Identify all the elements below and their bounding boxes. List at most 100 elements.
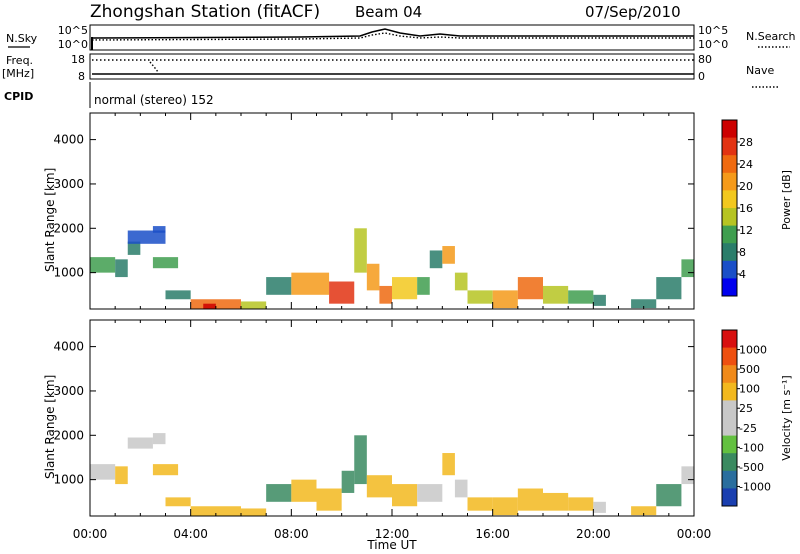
power-cell-26 [593,294,606,306]
freq-tick-top: 18 [71,53,85,66]
power-colorbar-label: Power [dB] [780,170,793,230]
power-cell-21 [467,290,493,304]
velocity-cell-16 [442,453,455,476]
velocity-colorbar-label: Velocity [m s⁻¹] [780,375,793,460]
velocity-colorbar-tick-label-1: 500 [739,363,760,376]
power-cell-12 [329,281,355,304]
velocity-cell-19 [492,497,518,516]
power-cell-10 [266,277,292,295]
power-cell-16 [392,277,418,300]
velocity-cell-12 [354,435,367,485]
velocity-ytick-label-3: 4000 [53,340,84,354]
velocity-colorbar-swatch-6 [722,435,737,454]
power-colorbar-swatch-0 [722,120,737,139]
cpid-label: CPID [4,90,33,103]
power-ytick-label-1: 2000 [53,221,84,235]
power-ylabel: Slant Range [km] [43,168,57,272]
power-colorbar-swatch-4 [722,190,737,209]
power-cell-8 [203,303,216,309]
velocity-cell-20 [517,488,543,511]
velocity-colorbar-tick-label-3: 25 [739,402,753,415]
velocity-cell-15 [417,484,443,502]
power-cell-14 [366,263,380,291]
nsky-tick-top: 10^5 [58,24,88,37]
power-colorbar-swatch-8 [722,260,737,279]
power-cell-9 [241,301,267,309]
velocity-colorbar-swatch-7 [722,453,737,472]
power-cell-6 [165,290,191,300]
power-ytick-label-0: 1000 [53,266,84,280]
power-cell-28 [656,277,682,300]
power-colorbar-tick-label-2: 20 [739,180,753,193]
velocity-cell-9 [291,479,317,502]
velocity-cell-5 [165,497,191,507]
power-cell-5 [152,257,179,269]
date-label: 07/Sep/2010 [585,3,681,21]
velocity-colorbar-swatch-1 [722,347,737,366]
velocity-cell-11 [341,470,355,493]
power-cell-24 [543,285,569,304]
power-cell-2 [127,241,141,255]
power-colorbar-swatch-3 [722,172,737,191]
time-axis-label: Time UT [366,538,417,552]
velocity-ylabel: Slant Range [km] [43,375,57,479]
velocity-cell-8 [266,484,292,502]
velocity-colorbar-tick-label-2: 100 [739,383,760,396]
power-colorbar-tick-label-4: 12 [739,224,753,237]
velocity-cell-18 [467,497,493,511]
velocity-colorbar-swatch-9 [722,488,737,507]
cpid-text: normal (stereo) 152 [94,93,214,107]
power-cell-22 [492,290,518,309]
power-cell-29 [681,259,694,278]
nave-dropout [149,61,159,73]
time-tick-label-3: 12:00 [375,527,410,541]
velocity-panel: 1000 2000 3000 4000 00:00 04:00 08:00 12:00 16:0… [43,319,711,552]
power-colorbar-swatch-1 [722,137,737,156]
nsearch-tick-top: 10^5 [698,24,728,37]
power-colorbar-tick-label-1: 24 [739,158,753,171]
power-cell-20 [454,272,468,291]
velocity-colorbar-tick-label-5: -100 [739,441,764,454]
power-cell-23 [517,277,543,300]
velocity-colorbar-tick-label-4: -25 [739,422,757,435]
power-colorbar-swatch-6 [722,225,737,244]
power-colorbar-tick-label-6: 4 [739,268,746,281]
power-colorbar-tick-label-0: 28 [739,136,753,149]
power-ytick-label-3: 4000 [53,133,84,147]
velocity-cell-3 [152,433,166,445]
power-cell-17 [417,277,430,295]
velocity-cell-4 [152,464,179,476]
nave-tick-top: 80 [698,53,712,66]
power-colorbar-tick-label-3: 16 [739,202,753,215]
nsky-trace [91,28,694,39]
velocity-colorbar-swatch-4 [722,400,737,419]
freq-unit: [MHz] [2,67,34,80]
power-cell-18 [429,250,443,269]
power-cells [90,226,694,309]
time-tick-label-1: 04:00 [173,527,208,541]
power-colorbar-swatch-9 [722,278,737,297]
power-ticks: 1000 2000 3000 4000 [53,113,695,309]
velocity-cell-1 [115,466,128,485]
power-cell-4 [152,226,166,233]
station-title: Zhongshan Station (fitACF) [90,2,320,22]
velocity-ticks: 1000 2000 3000 4000 00:00 04:00 08:00 12:00 16:0… [53,320,711,541]
freq-panel-frame [89,53,695,80]
velocity-colorbar-swatch-5 [722,418,737,437]
velocity-cell-2 [127,437,153,449]
velocity-colorbar-tick-label-6: -500 [739,461,764,474]
nsearch-label: N.Search [746,30,796,43]
time-tick-label-2: 08:00 [274,527,309,541]
velocity-cell-21 [543,492,569,511]
power-cell-15 [379,285,392,304]
velocity-cell-22 [568,497,594,511]
nsearch-tick-bottom: 10^0 [698,38,728,51]
power-cell-7 [190,299,241,309]
velocity-cell-25 [656,484,682,507]
velocity-cell-10 [316,488,342,511]
power-cell-27 [631,299,657,309]
freq-label: Freq. [6,54,33,67]
velocity-colorbar-swatch-2 [722,365,737,384]
velocity-ytick-label-2: 3000 [53,384,84,398]
